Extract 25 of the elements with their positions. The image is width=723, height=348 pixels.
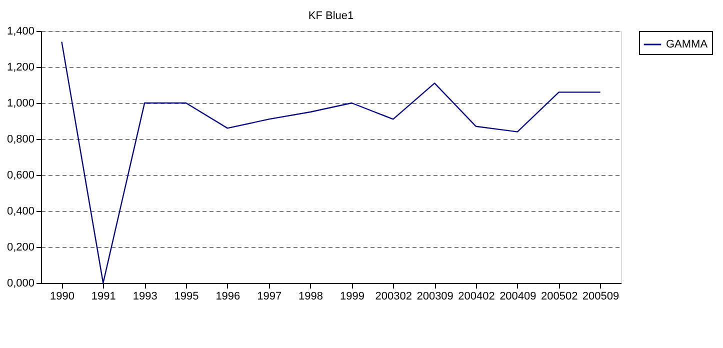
x-tick-label: 1996 — [216, 290, 240, 302]
x-tick-label: 1990 — [50, 290, 74, 302]
x-tick-label: 200309 — [416, 290, 454, 302]
y-tick-label: 0,200 — [6, 242, 34, 254]
x-tick-label: 1999 — [340, 290, 364, 302]
chart-title: KF Blue1 — [308, 10, 354, 22]
x-tick-label: 1993 — [132, 290, 158, 302]
y-tick-label: 1,400 — [6, 26, 34, 38]
y-tick-label: 1,000 — [6, 98, 34, 110]
x-tick-label: 1991 — [91, 290, 116, 302]
x-tick-label: 200502 — [541, 290, 578, 302]
x-tick-label: 1995 — [174, 290, 199, 302]
x-tick-label: 1997 — [257, 290, 282, 302]
x-tick-label: 200302 — [375, 290, 412, 302]
x-tick-label: 200402 — [458, 290, 495, 302]
x-tick-label: 200409 — [500, 290, 536, 302]
y-tick-label: 0,000 — [6, 278, 34, 290]
legend-label: GAMMA — [666, 38, 708, 50]
x-tick-label: 200509 — [582, 290, 620, 302]
x-tick-label: 1998 — [298, 290, 324, 302]
y-tick-label: 1,200 — [6, 62, 34, 74]
y-tick-label: 0,800 — [6, 134, 34, 146]
y-tick-label: 0,600 — [6, 170, 34, 182]
line-series — [61, 41, 601, 284]
y-tick-label: 0,400 — [6, 206, 34, 218]
